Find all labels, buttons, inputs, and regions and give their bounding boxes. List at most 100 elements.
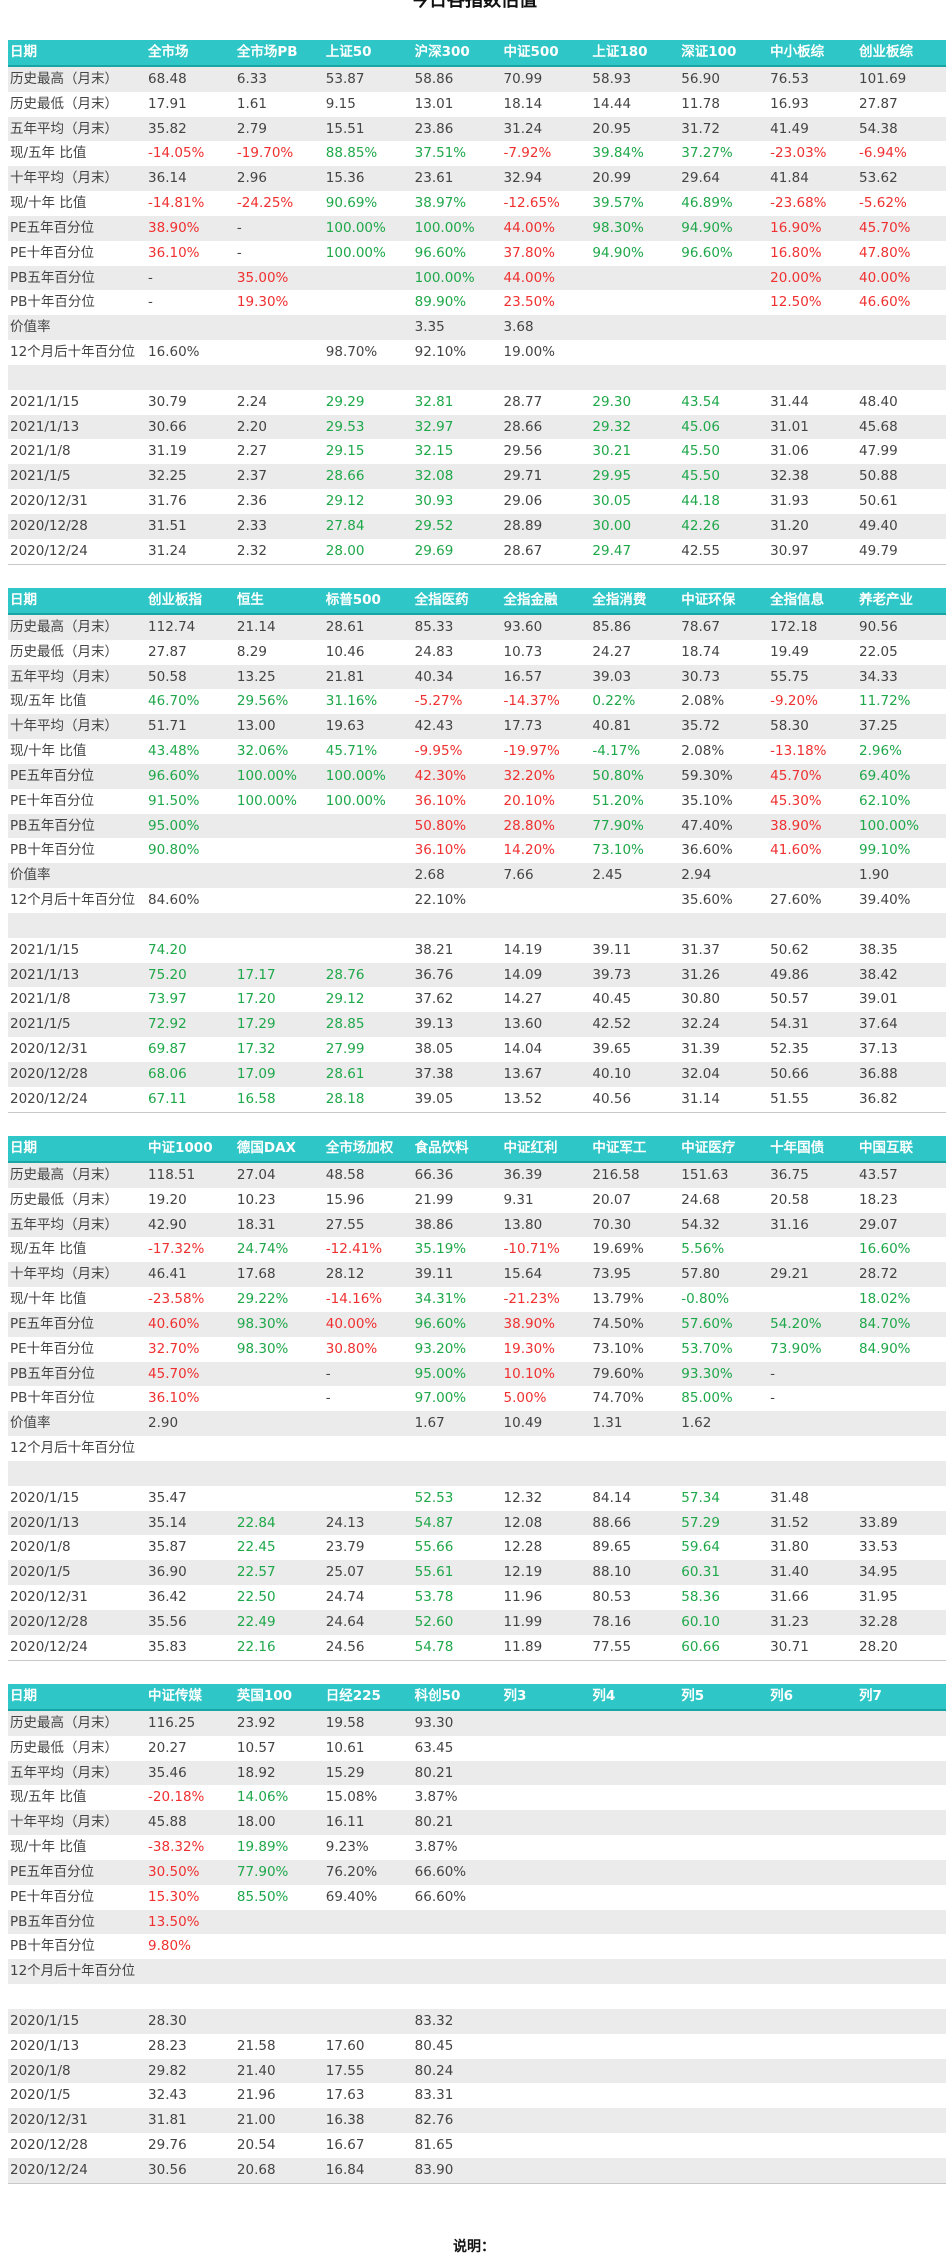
value-cell bbox=[234, 1959, 324, 1985]
value-cell: 15.30% bbox=[146, 1884, 235, 1910]
value-cell: 32.04 bbox=[679, 1062, 769, 1087]
value-cell: 22.49 bbox=[234, 1610, 324, 1635]
header-index-cell: 全指信息 bbox=[768, 588, 858, 615]
value-cell: 62.10% bbox=[857, 788, 946, 814]
value-cell bbox=[590, 1735, 680, 1761]
value-cell: 2.36 bbox=[234, 489, 324, 515]
value-cell: 49.86 bbox=[768, 962, 858, 988]
value-cell: 30.73 bbox=[679, 664, 769, 690]
value-cell: 10.10% bbox=[501, 1361, 591, 1387]
value-cell: 45.06 bbox=[679, 414, 769, 440]
value-cell: 5.56% bbox=[679, 1237, 769, 1263]
table-row: 现/十年 比值 43.48% 32.06% 45.71% -9.95% -19.97% -4… bbox=[8, 739, 946, 764]
value-cell: 13.80 bbox=[501, 1212, 591, 1238]
value-cell: 38.86 bbox=[412, 1212, 502, 1238]
value-cell: 12.08 bbox=[501, 1510, 591, 1536]
value-cell: 69.40% bbox=[857, 763, 946, 789]
table-row: 五年平均（月末） 42.90 18.31 27.55 38.86 13.80 70.30 54… bbox=[8, 1212, 946, 1238]
value-cell: 12.19 bbox=[501, 1560, 591, 1586]
value-cell: 31.37 bbox=[679, 937, 769, 963]
valuation-table-1: 日期 全市场 全市场PB 上证50 沪深300 中证500 上证180 深证100 中小板综 创业… bbox=[8, 40, 946, 565]
table-row: 2020/12/31 31.81 21.00 16.38 82.76 bbox=[8, 2108, 946, 2134]
row-label-cell: 2021/1/13 bbox=[8, 962, 147, 988]
row-label-cell: 现/十年 比值 bbox=[8, 191, 147, 216]
value-cell: 99.10% bbox=[857, 838, 946, 864]
value-cell: -17.32% bbox=[146, 1237, 235, 1263]
value-cell: - bbox=[323, 1386, 413, 1412]
value-cell bbox=[857, 2108, 946, 2134]
table-row: 12个月后十年百分位 bbox=[8, 1959, 946, 1985]
value-cell: 15.08% bbox=[323, 1785, 413, 1811]
row-label-cell: PB十年百分位 bbox=[8, 838, 147, 864]
row-label-cell: 2020/1/15 bbox=[8, 1485, 147, 1511]
value-cell: 58.36 bbox=[679, 1585, 769, 1611]
value-cell bbox=[857, 340, 946, 365]
value-cell: 16.90% bbox=[768, 215, 858, 241]
value-cell: 93.30% bbox=[679, 1361, 769, 1387]
value-cell: 6.33 bbox=[234, 65, 324, 92]
value-cell: 27.04 bbox=[234, 1161, 324, 1188]
value-cell: -4.17% bbox=[590, 739, 680, 764]
value-cell: 81.65 bbox=[412, 2133, 502, 2159]
table-row bbox=[8, 364, 946, 390]
table-row: PB五年百分位 13.50% bbox=[8, 1909, 946, 1935]
value-cell bbox=[679, 2133, 769, 2159]
value-cell: 21.99 bbox=[412, 1187, 502, 1213]
value-cell: 12.28 bbox=[501, 1535, 591, 1561]
value-cell: 39.13 bbox=[412, 1012, 502, 1038]
value-cell bbox=[857, 1810, 946, 1836]
value-cell: 50.80% bbox=[412, 813, 502, 839]
value-cell: 13.52 bbox=[501, 1086, 591, 1113]
value-cell: 32.43 bbox=[146, 2083, 235, 2109]
value-cell bbox=[857, 1884, 946, 1910]
table-row: 价值率 2.68 7.66 2.45 2.94 1.90 bbox=[8, 863, 946, 889]
value-cell: 96.60% bbox=[412, 1311, 502, 1337]
value-cell bbox=[768, 912, 858, 938]
value-cell: 19.49 bbox=[768, 639, 858, 665]
value-cell: 29.06 bbox=[501, 489, 591, 515]
value-cell: 20.99 bbox=[590, 166, 680, 192]
value-cell: 29.95 bbox=[590, 464, 680, 490]
value-cell: 39.11 bbox=[590, 937, 680, 963]
value-cell: 32.08 bbox=[412, 464, 502, 490]
value-cell: 12.50% bbox=[768, 290, 858, 316]
value-cell: 21.96 bbox=[234, 2083, 324, 2109]
value-cell: 70.99 bbox=[501, 65, 591, 92]
table-row: 2020/12/24 30.56 20.68 16.84 83.90 bbox=[8, 2158, 946, 2184]
value-cell bbox=[590, 290, 680, 316]
value-cell: 11.78 bbox=[679, 91, 769, 117]
table-row: PB十年百分位 36.10% -97.00% 5.00% 74.70% 85.00% - bbox=[8, 1386, 946, 1412]
header-index-cell: 列4 bbox=[590, 1684, 680, 1711]
table-row: 12个月后十年百分位 84.60% 22.10% 35.60% 27.60% 39.40% bbox=[8, 888, 946, 913]
value-cell: 38.35 bbox=[857, 937, 946, 963]
value-cell: 31.19 bbox=[146, 439, 235, 465]
value-cell: 45.70% bbox=[768, 763, 858, 789]
value-cell: 100.00% bbox=[323, 788, 413, 814]
value-cell: 17.32 bbox=[234, 1037, 324, 1063]
row-label-cell: 2021/1/8 bbox=[8, 439, 147, 465]
value-cell bbox=[679, 1859, 769, 1885]
row-label-cell: 十年平均（月末） bbox=[8, 714, 147, 740]
value-cell: 40.00% bbox=[857, 265, 946, 291]
value-cell: - bbox=[768, 1361, 858, 1387]
value-cell bbox=[590, 1959, 680, 1985]
value-cell: 82.76 bbox=[412, 2108, 502, 2134]
header-index-cell: 中国互联 bbox=[857, 1136, 946, 1163]
value-cell: 2.20 bbox=[234, 414, 324, 440]
header-index-cell: 列7 bbox=[857, 1684, 946, 1711]
row-label-cell: PB五年百分位 bbox=[8, 265, 147, 291]
value-cell bbox=[768, 364, 858, 390]
value-cell: 46.70% bbox=[146, 689, 235, 715]
value-cell bbox=[146, 1436, 235, 1461]
value-cell: 37.80% bbox=[501, 240, 591, 266]
table-row: PB五年百分位 -35.00% 100.00% 44.00% 20.00% 40.00% bbox=[8, 265, 946, 291]
value-cell: 84.90% bbox=[857, 1336, 946, 1362]
valuation-table-2: 日期 创业板指 恒生 标普500 全指医药 全指金融 全指消费 中证环保 全指信息 养老产业 历史最… bbox=[8, 588, 946, 1113]
value-cell bbox=[323, 888, 413, 913]
value-cell bbox=[768, 315, 858, 341]
value-cell bbox=[679, 1810, 769, 1836]
value-cell: 88.66 bbox=[590, 1510, 680, 1536]
value-cell bbox=[768, 863, 858, 889]
value-cell: 51.20% bbox=[590, 788, 680, 814]
table-row: 五年平均（月末） 35.82 2.79 15.51 23.86 31.24 20.95 31.… bbox=[8, 116, 946, 142]
